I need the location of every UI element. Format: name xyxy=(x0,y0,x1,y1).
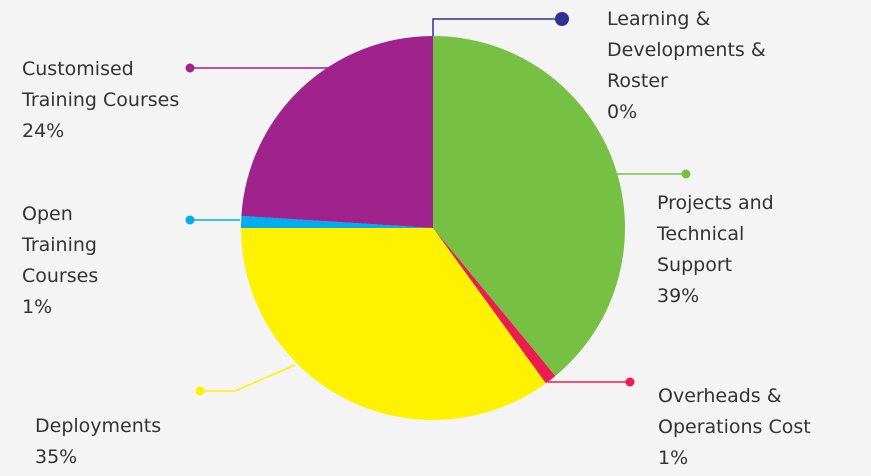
slice-label: Open Training Courses 1% xyxy=(22,199,122,323)
slice-label: Overheads & Operations Cost 1% xyxy=(658,381,863,474)
value-label: 39% xyxy=(657,285,700,307)
value-label: 0% xyxy=(607,101,638,123)
callout-line xyxy=(200,364,296,392)
category-label: Overheads & Operations Cost xyxy=(658,385,811,438)
value-label: 24% xyxy=(22,120,65,142)
slice-label: Learning & Developments & Roster 0% xyxy=(607,4,817,128)
pie-slice xyxy=(433,228,556,384)
slice-label: Projects and Technical Support 39% xyxy=(657,188,817,312)
callout-dot xyxy=(625,377,635,387)
category-label: Customised Training Courses xyxy=(22,58,180,111)
pie-slice xyxy=(241,215,433,228)
category-label: Learning & Developments & Roster xyxy=(607,8,766,92)
value-label: 1% xyxy=(658,447,689,469)
callout-line xyxy=(432,18,562,36)
callout-dot xyxy=(195,386,205,396)
slice-label: Customised Training Courses 24% xyxy=(22,54,207,147)
slice-label: Deployments 35% xyxy=(35,411,255,473)
pie-slice xyxy=(241,36,433,228)
value-label: 1% xyxy=(22,296,53,318)
callout-dot xyxy=(681,169,691,179)
category-label: Deployments xyxy=(35,415,162,437)
callout-dot xyxy=(185,63,195,73)
pie-slice xyxy=(433,36,625,376)
pie-slice xyxy=(241,228,546,421)
value-label: 35% xyxy=(35,446,78,468)
category-label: Projects and Technical Support xyxy=(657,192,774,276)
category-label: Open Training Courses xyxy=(22,203,99,287)
callout-dot xyxy=(555,12,569,26)
callout-dot xyxy=(185,215,195,225)
